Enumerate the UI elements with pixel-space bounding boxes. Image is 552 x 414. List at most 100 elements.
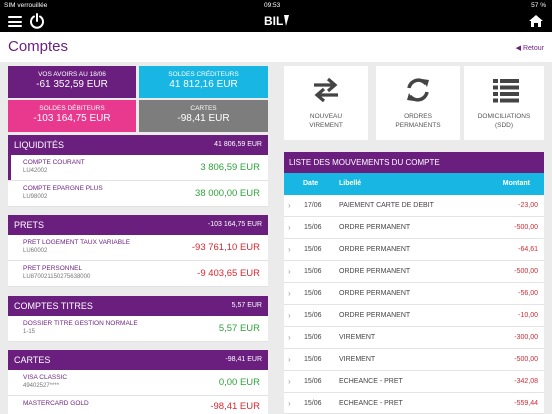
standing-orders-button[interactable]: ORDRES PERMANENTS (376, 66, 460, 140)
account-row[interactable]: VISA CLASSIC 49402527**** 0,00 EUR (8, 370, 268, 396)
transfer-arrows-icon (314, 77, 338, 103)
movement-row[interactable]: › 15/06 ORDRE PERMANENT -10,00 (284, 305, 544, 327)
movement-date: 15/06 (304, 224, 322, 231)
movement-label: ORDRE PERMANENT (339, 290, 411, 297)
account-amount: -9 403,65 EUR (197, 268, 260, 279)
back-button[interactable]: ◀ Retour (516, 44, 544, 52)
movement-amount: -300,00 (514, 334, 538, 341)
clock: 09:53 (264, 1, 281, 9)
movement-amount: -342,08 (514, 378, 538, 385)
account-row[interactable]: MASTERCARD GOLD -98,41 EUR (8, 396, 268, 414)
movement-row[interactable]: › 15/06 VIREMENT -500,00 (284, 349, 544, 371)
chevron-right-icon: › (288, 223, 291, 232)
movement-date: 15/06 (304, 400, 322, 407)
chevron-right-icon: › (288, 355, 291, 364)
chevron-right-icon: › (288, 201, 291, 210)
movement-amount: -559,44 (514, 400, 538, 407)
account-row[interactable]: DOSSIER TITRE GESTION NORMALE 1-15 5,57 … (8, 316, 268, 342)
direct-debits-button[interactable]: DOMICILIATIONS (SDD) (464, 66, 544, 140)
tile-crediteurs[interactable]: SOLDES CRÉDITEURS 41 812,16 EUR (139, 66, 268, 98)
account-amount: -93 761,10 EUR (191, 242, 260, 253)
section-name: COMPTES TITRES (14, 301, 93, 311)
chevron-right-icon: › (288, 289, 291, 298)
tile-debiteurs-label: SOLDES DÉBITEURS (39, 105, 105, 112)
section-cartes[interactable]: CARTES -98,41 EUR (8, 350, 268, 370)
page-title: Comptes (8, 38, 69, 55)
accounts-list: LIQUIDITÉS 41 806,59 EUR COMPTE COURANT … (8, 135, 268, 414)
movements-title: LISTE DES MOUVEMENTS DU COMPTE (284, 152, 544, 173)
tile-cartes[interactable]: CARTES -98,41 EUR (139, 100, 268, 132)
refresh-cycle-icon (407, 78, 429, 102)
section-liquidites[interactable]: LIQUIDITÉS 41 806,59 EUR (8, 135, 268, 155)
movement-row[interactable]: › 15/06 ECHEANCE - PRET -559,44 (284, 393, 544, 414)
account-amount: 38 000,00 EUR (195, 188, 260, 199)
menu-icon[interactable] (8, 16, 22, 27)
new-transfer-button[interactable]: NOUVEAU VIREMENT (284, 66, 368, 140)
back-label: Retour (522, 45, 544, 52)
movement-date: 15/06 (304, 268, 322, 275)
account-name: COMPTE EPARGNE PLUS (23, 185, 103, 192)
movement-amount: -500,00 (514, 356, 538, 363)
tile-debiteurs[interactable]: SOLDES DÉBITEURS -103 164,75 EUR (8, 100, 136, 132)
account-row[interactable]: PRET PERSONNEL LU870021150275638000 -9 4… (8, 261, 268, 287)
home-icon[interactable] (528, 14, 544, 28)
movement-label: ORDRE PERMANENT (339, 246, 411, 253)
account-amount: 0,00 EUR (218, 377, 260, 388)
section-comptes-titres[interactable]: COMPTES TITRES 5,57 EUR (8, 296, 268, 316)
movement-row[interactable]: › 17/06 PAIEMENT CARTE DE DEBIT -23,00 (284, 195, 544, 217)
movement-label: ORDRE PERMANENT (339, 268, 411, 275)
movement-amount: -56,00 (518, 290, 538, 297)
col-label: Libellé (339, 180, 362, 187)
tile-avoirs-value: -61 352,59 EUR (36, 79, 108, 90)
section-total: -98,41 EUR (225, 356, 262, 363)
tile-avoirs[interactable]: VOS AVOIRS AU 18/06 -61 352,59 EUR (8, 66, 136, 98)
movement-label: ORDRE PERMANENT (339, 224, 411, 231)
movement-date: 15/06 (304, 334, 322, 341)
account-iban: LU870021150275638000 (23, 274, 91, 280)
section-name: CARTES (14, 355, 51, 365)
chevron-right-icon: › (288, 267, 291, 276)
account-row[interactable]: PRET LOGEMENT TAUX VARIABLE LU60002 -93 … (8, 235, 268, 261)
account-iban: LU60002 (23, 248, 48, 254)
movement-date: 15/06 (304, 290, 322, 297)
carrier-text: SIM verrouillée (4, 1, 48, 9)
section-prets[interactable]: PRETS -103 164,75 EUR (8, 215, 268, 235)
movement-row[interactable]: › 15/06 ECHEANCE - PRET -342,08 (284, 371, 544, 393)
section-name: LIQUIDITÉS (14, 140, 65, 150)
action-line1: DOMICILIATIONS (477, 113, 531, 120)
account-name: VISA CLASSIC (23, 374, 68, 381)
account-iban: 49402527**** (23, 383, 60, 389)
movement-date: 15/06 (304, 312, 322, 319)
chevron-right-icon: › (288, 245, 291, 254)
chevron-right-icon: › (288, 333, 291, 342)
movement-row[interactable]: › 15/06 ORDRE PERMANENT -500,00 (284, 261, 544, 283)
account-iban: LU98002 (23, 194, 48, 200)
action-line2: PERMANENTS (395, 122, 441, 129)
movement-amount: -10,00 (518, 312, 538, 319)
status-bar: SIM verrouillée 09:53 57 % (0, 0, 552, 10)
back-arrow-icon: ◀ (515, 45, 522, 52)
power-icon[interactable] (29, 13, 45, 29)
chevron-right-icon: › (288, 311, 291, 320)
movement-amount: -23,00 (518, 202, 538, 209)
movement-amount: -500,00 (514, 268, 538, 275)
movement-row[interactable]: › 15/06 ORDRE PERMANENT -500,00 (284, 217, 544, 239)
movement-row[interactable]: › 15/06 ORDRE PERMANENT -56,00 (284, 283, 544, 305)
tile-cartes-label: CARTES (190, 105, 217, 112)
movement-row[interactable]: › 15/06 ORDRE PERMANENT -64,61 (284, 239, 544, 261)
account-iban: 1-15 (23, 329, 36, 335)
movement-label: ECHEANCE - PRET (339, 400, 403, 407)
account-row[interactable]: COMPTE EPARGNE PLUS LU98002 38 000,00 EU… (8, 181, 268, 207)
movement-date: 17/06 (304, 202, 322, 209)
account-name: PRET LOGEMENT TAUX VARIABLE (23, 239, 131, 246)
account-row[interactable]: COMPTE COURANT LU42002 3 806,59 EUR (8, 155, 268, 181)
tile-crediteurs-value: 41 812,16 EUR (169, 79, 238, 90)
movement-date: 15/06 (304, 246, 322, 253)
svg-text:BIL: BIL (264, 14, 283, 28)
section-total: 41 806,59 EUR (214, 141, 262, 148)
col-amount: Montant (502, 180, 530, 187)
tile-avoirs-label: VOS AVOIRS AU 18/06 (38, 71, 106, 78)
tile-crediteurs-label: SOLDES CRÉDITEURS (168, 71, 239, 78)
action-line1: NOUVEAU (309, 113, 343, 120)
movement-row[interactable]: › 15/06 VIREMENT -300,00 (284, 327, 544, 349)
